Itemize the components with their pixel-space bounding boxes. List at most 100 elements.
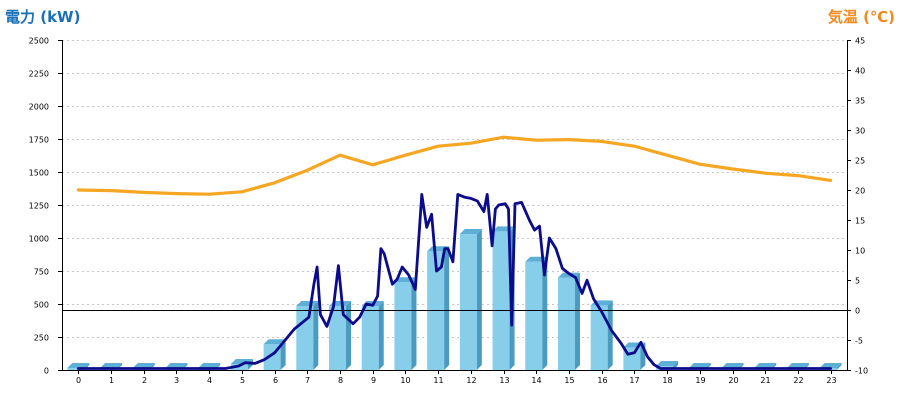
left-axis-title: 電力 (kW): [5, 8, 80, 26]
power-bar: [296, 300, 319, 370]
power-bar-top: [263, 339, 286, 345]
temperature-line: [76, 135, 833, 196]
x-tick-label: 16: [597, 376, 607, 385]
power-bar-top: [819, 363, 842, 369]
power-bar-top: [754, 363, 777, 369]
tick-labels: 02505007501000125015001750200022502500-1…: [29, 37, 868, 386]
right-tick-label: 20: [855, 187, 865, 196]
power-bar: [557, 272, 580, 370]
power-bar-side: [346, 300, 352, 370]
power-bar-front: [525, 261, 543, 370]
left-tick-label: 250: [34, 334, 49, 343]
power-bar-side: [476, 229, 482, 370]
right-tick-label: 25: [855, 157, 865, 166]
x-tick-label: 21: [760, 376, 770, 385]
power-bar-side: [836, 363, 842, 370]
right-tick-label: 30: [855, 127, 865, 136]
power-bar-top: [165, 363, 188, 369]
left-tick-label: 1250: [29, 202, 49, 211]
power-bar: [459, 229, 482, 370]
x-tick-label: 12: [466, 376, 476, 385]
power-bar-front: [557, 277, 575, 370]
power-bar-front: [361, 305, 379, 370]
power-bar-top: [198, 363, 221, 369]
left-tick-label: 750: [34, 268, 49, 277]
x-tick-label: 1: [109, 376, 114, 385]
x-tick-label: 2: [142, 376, 147, 385]
left-tick-label: 2000: [29, 103, 49, 112]
power-bar-top: [296, 300, 319, 306]
power-bar-top: [721, 363, 744, 369]
power-bar-side: [313, 300, 319, 370]
x-tick-label: 18: [662, 376, 672, 385]
power-bar-side: [542, 256, 548, 370]
left-tick-label: 0: [44, 367, 49, 376]
right-tick-label: 35: [855, 97, 865, 106]
power-bar: [263, 339, 286, 370]
power-bar-side: [280, 339, 286, 370]
x-tick-label: 14: [531, 376, 541, 385]
x-tick-label: 11: [433, 376, 443, 385]
x-tick-label: 7: [305, 376, 310, 385]
left-tick-label: 500: [34, 301, 49, 310]
right-tick-label: 10: [855, 247, 865, 256]
power-bar-side: [411, 277, 417, 370]
data-lines: [76, 135, 833, 370]
power-bar-top: [132, 363, 155, 369]
power-bar: [427, 246, 450, 370]
axes: [58, 40, 851, 374]
x-tick-label: 9: [371, 376, 376, 385]
left-tick-label: 2500: [29, 37, 49, 46]
gridlines: [62, 40, 847, 338]
x-tick-label: 15: [564, 376, 574, 385]
x-tick-label: 20: [728, 376, 738, 385]
right-axis-title: 気温 (℃): [828, 8, 895, 26]
x-tick-label: 0: [76, 376, 81, 385]
x-tick-label: 13: [499, 376, 509, 385]
x-tick-label: 22: [793, 376, 803, 385]
power-bar-front: [492, 231, 510, 370]
right-tick-label: -5: [855, 337, 863, 346]
right-tick-label: 15: [855, 217, 865, 226]
x-tick-label: 3: [174, 376, 179, 385]
left-tick-label: 1500: [29, 169, 49, 178]
x-tick-label: 10: [400, 376, 410, 385]
power-bar: [590, 300, 613, 370]
x-tick-label: 19: [695, 376, 705, 385]
power-bar-front: [329, 305, 347, 370]
power-bar-top: [100, 363, 123, 369]
power-bar-top: [688, 363, 711, 369]
power-bar-top: [67, 363, 90, 369]
power-bar-front: [459, 234, 477, 370]
right-tick-label: 45: [855, 37, 865, 46]
power-bar: [361, 300, 384, 370]
power-bar-top: [786, 363, 809, 369]
power-bar-top: [656, 361, 679, 367]
x-tick-label: 23: [826, 376, 836, 385]
right-tick-label: 0: [855, 307, 860, 316]
power-bar: [394, 277, 417, 370]
power-bar-top: [459, 229, 482, 235]
power-bar-front: [67, 368, 85, 370]
x-tick-label: 6: [273, 376, 278, 385]
x-tick-label: 17: [629, 376, 639, 385]
left-tick-label: 1750: [29, 136, 49, 145]
power-bar-side: [378, 300, 384, 370]
x-tick-label: 5: [240, 376, 245, 385]
power-bar-front: [394, 282, 412, 370]
x-tick-label: 4: [207, 376, 212, 385]
power-bar-side: [607, 300, 613, 370]
power-line: [77, 192, 832, 370]
right-tick-label: -10: [855, 367, 868, 376]
power-bar-front: [296, 305, 314, 370]
power-bar-side: [444, 246, 450, 370]
right-tick-label: 5: [855, 277, 860, 286]
x-tick-label: 8: [338, 376, 343, 385]
right-tick-label: 40: [855, 67, 865, 76]
left-tick-label: 1000: [29, 235, 49, 244]
power-bar-side: [574, 272, 580, 370]
power-bar: [525, 256, 548, 370]
left-tick-label: 2250: [29, 70, 49, 79]
